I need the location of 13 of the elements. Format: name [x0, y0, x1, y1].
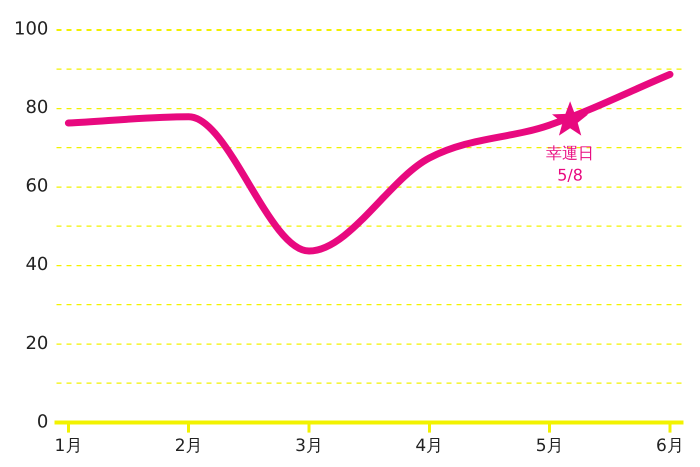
y-tick-label: 100: [14, 18, 48, 40]
annotation: 幸運日 5/8: [546, 143, 594, 184]
x-tick-label: 6月: [656, 436, 684, 456]
y-tick-label: 60: [25, 176, 48, 197]
x-tick-label: 1月: [54, 436, 82, 456]
y-tick-label: 40: [25, 254, 48, 276]
x-tick-label: 5月: [536, 436, 564, 456]
x-tick-label: 3月: [295, 436, 323, 456]
x-tick-label: 4月: [415, 436, 444, 456]
y-tick-label: 80: [25, 97, 48, 118]
y-tick-label: 0: [36, 411, 48, 432]
y-tick-label: 20: [25, 332, 48, 354]
x-tick-label: 2月: [174, 436, 203, 456]
